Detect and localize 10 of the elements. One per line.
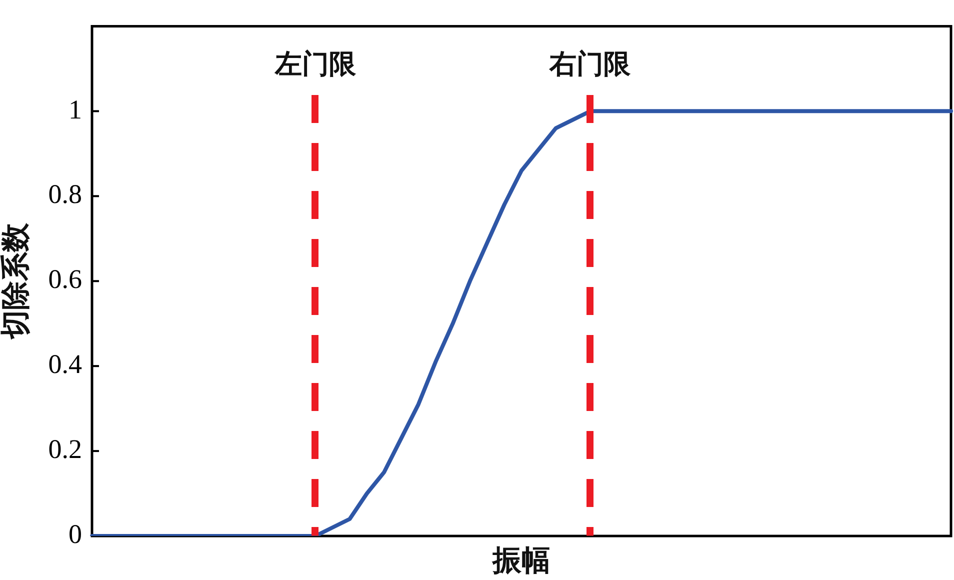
y-tick-label: 0.2 [48, 434, 82, 464]
x-axis-title: 振幅 [492, 543, 550, 578]
y-tick-label: 0.4 [48, 349, 82, 380]
y-axis-title: 切除系数 [0, 222, 32, 340]
annotation: 右门限 [548, 49, 632, 80]
y-tick-label: 0.8 [48, 179, 82, 210]
y-tick-label: 0.6 [48, 264, 82, 294]
annotation: 左门限 [274, 49, 357, 80]
y-tick-label: 1 [68, 94, 82, 124]
y-tick-label: 0 [68, 519, 82, 550]
